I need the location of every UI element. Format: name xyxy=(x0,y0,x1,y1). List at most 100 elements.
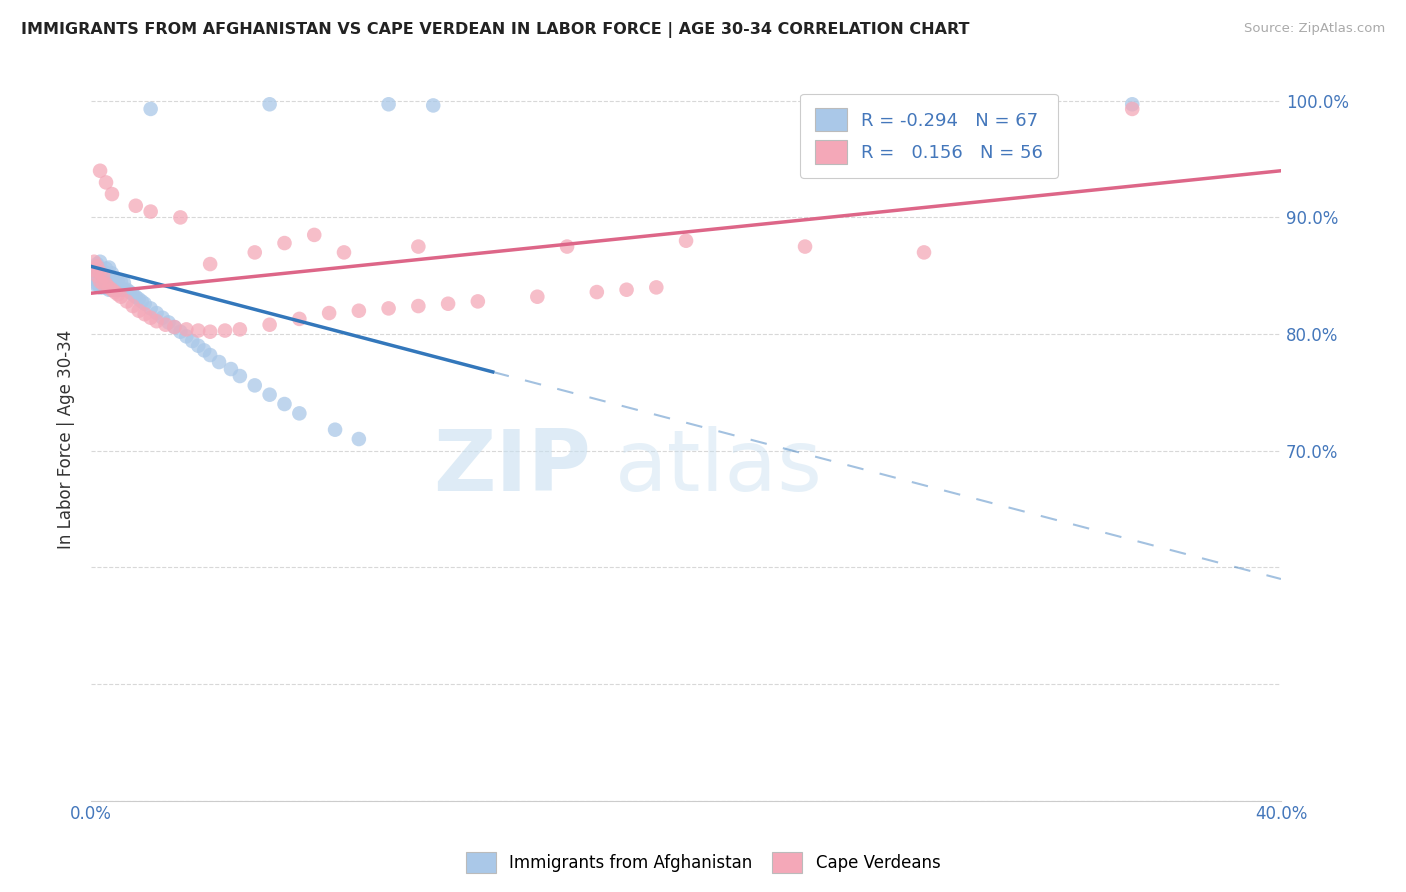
Point xyxy=(437,296,460,310)
Point xyxy=(675,234,697,248)
Point xyxy=(181,334,204,348)
Point xyxy=(243,378,266,392)
Point xyxy=(101,283,124,297)
Point xyxy=(98,260,121,275)
Point xyxy=(134,296,156,310)
Point xyxy=(377,97,399,112)
Point xyxy=(912,245,935,260)
Point xyxy=(139,310,162,325)
Point xyxy=(169,211,191,225)
Point xyxy=(98,283,121,297)
Point xyxy=(163,320,186,334)
Point xyxy=(259,387,281,401)
Point xyxy=(187,339,209,353)
Point xyxy=(101,275,124,289)
Point xyxy=(112,283,135,297)
Point xyxy=(134,307,156,321)
Point xyxy=(259,318,281,332)
Point xyxy=(422,98,444,112)
Point xyxy=(110,275,132,289)
Point xyxy=(104,275,127,289)
Point xyxy=(94,176,117,190)
Point xyxy=(107,283,129,297)
Text: atlas: atlas xyxy=(614,426,823,509)
Point xyxy=(91,272,114,286)
Point xyxy=(467,294,489,309)
Point xyxy=(86,277,108,291)
Point xyxy=(115,294,138,309)
Point xyxy=(273,397,295,411)
Point xyxy=(616,283,638,297)
Point xyxy=(107,275,129,289)
Point xyxy=(86,257,108,271)
Point xyxy=(83,263,105,277)
Point xyxy=(89,275,111,289)
Point xyxy=(302,227,325,242)
Point xyxy=(318,306,340,320)
Point xyxy=(101,267,124,281)
Point xyxy=(98,280,121,294)
Legend: R = -0.294   N = 67, R =   0.156   N = 56: R = -0.294 N = 67, R = 0.156 N = 56 xyxy=(800,94,1057,178)
Point xyxy=(323,423,346,437)
Point xyxy=(86,268,108,283)
Point xyxy=(198,325,221,339)
Point xyxy=(198,257,221,271)
Point xyxy=(121,299,143,313)
Point xyxy=(118,285,141,299)
Point xyxy=(94,261,117,276)
Point xyxy=(131,294,153,309)
Point xyxy=(145,314,167,328)
Point xyxy=(125,290,148,304)
Point xyxy=(229,322,252,336)
Text: ZIP: ZIP xyxy=(433,426,591,509)
Point xyxy=(219,362,242,376)
Point xyxy=(86,260,108,274)
Point xyxy=(176,329,198,343)
Point xyxy=(152,310,174,325)
Y-axis label: In Labor Force | Age 30-34: In Labor Force | Age 30-34 xyxy=(58,329,75,549)
Point xyxy=(86,263,108,277)
Point xyxy=(526,290,548,304)
Text: Source: ZipAtlas.com: Source: ZipAtlas.com xyxy=(1244,22,1385,36)
Point xyxy=(128,292,150,306)
Point xyxy=(101,283,124,297)
Point xyxy=(89,268,111,283)
Point xyxy=(89,261,111,276)
Point xyxy=(91,280,114,294)
Point xyxy=(83,254,105,268)
Point xyxy=(288,311,311,326)
Point xyxy=(128,303,150,318)
Point xyxy=(110,283,132,297)
Point xyxy=(83,272,105,286)
Point xyxy=(107,287,129,301)
Point xyxy=(104,285,127,299)
Text: IMMIGRANTS FROM AFGHANISTAN VS CAPE VERDEAN IN LABOR FORCE | AGE 30-34 CORRELATI: IMMIGRANTS FROM AFGHANISTAN VS CAPE VERD… xyxy=(21,22,970,38)
Point xyxy=(83,268,105,283)
Point xyxy=(645,280,668,294)
Point xyxy=(110,290,132,304)
Point xyxy=(585,285,607,299)
Point xyxy=(91,264,114,278)
Point xyxy=(86,268,108,283)
Point xyxy=(125,199,148,213)
Point xyxy=(91,277,114,291)
Point xyxy=(1121,97,1143,112)
Point xyxy=(89,265,111,279)
Point xyxy=(83,263,105,277)
Point xyxy=(794,239,817,253)
Point xyxy=(347,303,370,318)
Point xyxy=(98,276,121,290)
Point xyxy=(89,254,111,268)
Point xyxy=(94,280,117,294)
Point xyxy=(98,268,121,283)
Point xyxy=(139,102,162,116)
Point xyxy=(157,315,180,329)
Point xyxy=(377,301,399,316)
Point xyxy=(104,283,127,297)
Point xyxy=(139,204,162,219)
Point xyxy=(176,322,198,336)
Point xyxy=(94,271,117,285)
Point xyxy=(214,324,236,338)
Point xyxy=(155,318,177,332)
Point xyxy=(273,236,295,251)
